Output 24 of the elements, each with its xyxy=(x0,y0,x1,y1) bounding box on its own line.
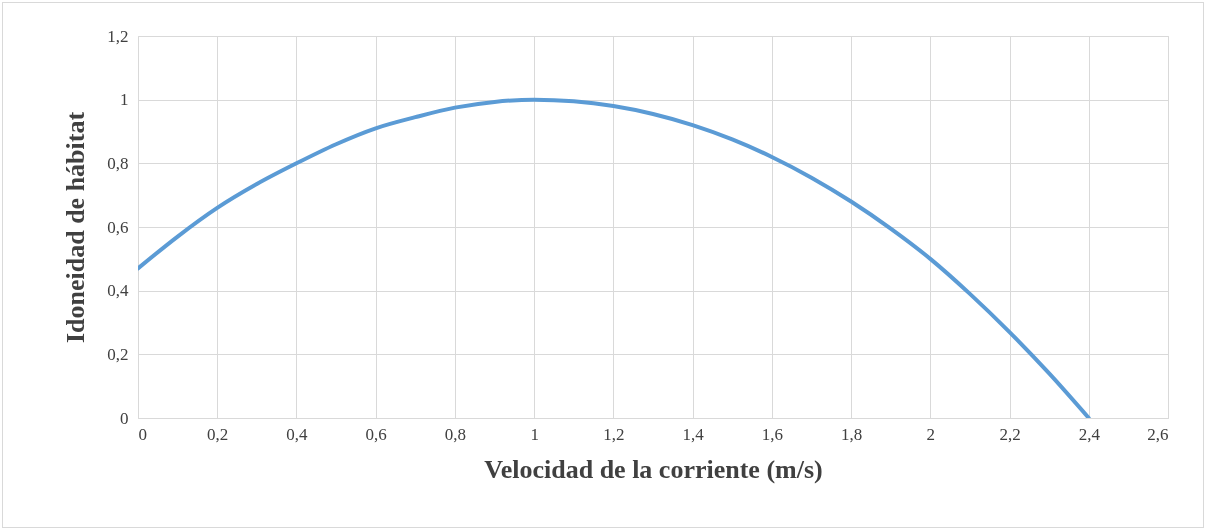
y-tick-label: 1,2 xyxy=(107,26,129,46)
y-tick-label: 0 xyxy=(120,408,129,428)
y-tick-label: 0,8 xyxy=(107,153,129,173)
y-tick-label: 0,4 xyxy=(107,281,129,301)
x-tick-label: 1,8 xyxy=(840,424,863,444)
x-tick-label: 2,4 xyxy=(1078,424,1101,444)
y-tick-label: 0,2 xyxy=(107,344,129,364)
x-tick-label: 2,2 xyxy=(999,424,1021,444)
line-series xyxy=(138,97,1091,418)
x-tick-label: 0 xyxy=(138,424,147,444)
x-tick-label: 0,8 xyxy=(444,424,467,444)
x-tick-label: 1 xyxy=(530,424,539,444)
x-tick-label: 1,4 xyxy=(682,424,705,444)
x-tick-label: 0,2 xyxy=(207,424,229,444)
x-tick-label: 2,6 xyxy=(1147,424,1169,444)
y-tick-label: 1 xyxy=(120,90,129,110)
x-tick-label: 0,6 xyxy=(365,424,387,444)
x-tick-label: 1,2 xyxy=(603,424,625,444)
x-axis-title: Velocidad de la corriente (m/s) xyxy=(484,454,823,484)
y-tick-label: 0,6 xyxy=(107,217,129,237)
x-tick-label: 0,4 xyxy=(286,424,309,444)
y-axis-title: Idoneidad de hábitat xyxy=(61,111,91,344)
x-tick-label: 1,6 xyxy=(761,424,783,444)
x-tick-label: 2 xyxy=(926,424,936,444)
